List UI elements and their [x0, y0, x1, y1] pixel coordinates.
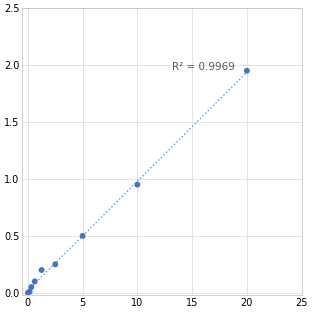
Text: R² = 0.9969: R² = 0.9969 [173, 62, 235, 72]
Point [39, 267, 44, 272]
Point [53, 262, 58, 267]
Point [80, 233, 85, 238]
Point [27, 289, 32, 294]
Point [244, 68, 249, 73]
Point [29, 285, 34, 290]
Point [32, 279, 37, 284]
Point [135, 182, 140, 187]
Point [25, 290, 30, 295]
